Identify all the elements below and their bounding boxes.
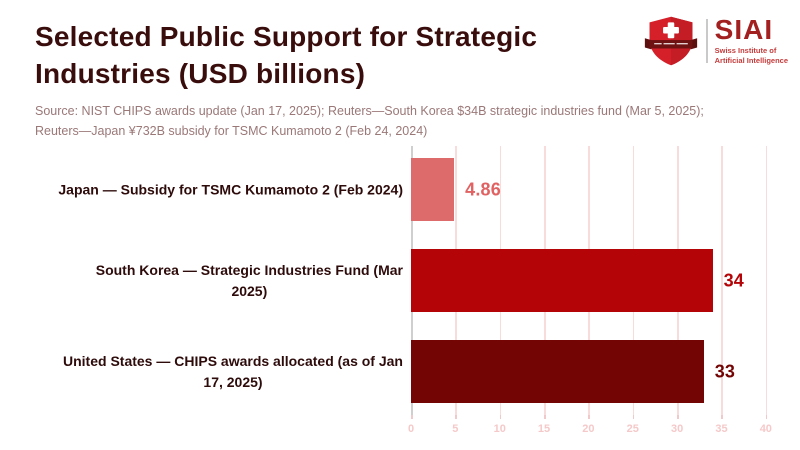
x-tick-mark bbox=[499, 415, 502, 419]
bar bbox=[411, 249, 713, 312]
x-tick-mark bbox=[677, 415, 679, 419]
source-note: Source: NIST CHIPS awards update (Jan 17… bbox=[35, 104, 704, 139]
bar bbox=[411, 340, 704, 403]
logo-acronym: SIAI bbox=[714, 14, 774, 46]
x-tick-mark bbox=[411, 415, 413, 419]
x-tick-mark bbox=[455, 415, 457, 419]
x-tick-mark bbox=[544, 415, 546, 419]
x-tick-label: 20 bbox=[582, 423, 595, 435]
category-label: United States — CHIPS awards allocated (… bbox=[63, 352, 403, 390]
plot-area: 0 5 10 15 20 25 30 35 40 4.86 34 33 bbox=[408, 146, 788, 435]
swiss-shield-cross-icon bbox=[644, 16, 697, 66]
x-tick-label: 0 bbox=[407, 423, 415, 435]
bar-value-label: 4.86 bbox=[465, 179, 501, 199]
bar-value-label: 33 bbox=[714, 361, 736, 381]
x-tick-label: 10 bbox=[493, 423, 506, 435]
x-tick-label: 25 bbox=[626, 423, 639, 435]
gridline bbox=[721, 146, 723, 415]
x-tick-mark bbox=[721, 415, 723, 419]
category-label: Japan — Subsidy for TSMC Kumamoto 2 (Feb… bbox=[58, 181, 403, 197]
category-label: South Korea — Strategic Industries Fund … bbox=[95, 261, 403, 299]
x-tick-mark bbox=[588, 415, 590, 419]
gridline bbox=[765, 146, 768, 415]
x-tick-label: 30 bbox=[670, 423, 684, 435]
x-tick-mark bbox=[632, 415, 635, 419]
logo-divider bbox=[705, 19, 708, 63]
x-tick-label: 5 bbox=[452, 423, 459, 435]
siai-logo: SIAI Swiss Institute of Artificial Intel… bbox=[643, 14, 788, 68]
page-title: Selected Public Support for Strategic In… bbox=[35, 21, 538, 90]
bar bbox=[411, 158, 455, 221]
x-tick-mark bbox=[765, 415, 768, 419]
x-tick-label: 40 bbox=[759, 423, 772, 435]
logo-tagline: Swiss Institute of Artificial Intelligen… bbox=[714, 46, 788, 65]
x-tick-label: 35 bbox=[715, 423, 728, 435]
bar-value-label: 34 bbox=[723, 270, 745, 290]
x-tick-label: 15 bbox=[537, 423, 551, 435]
